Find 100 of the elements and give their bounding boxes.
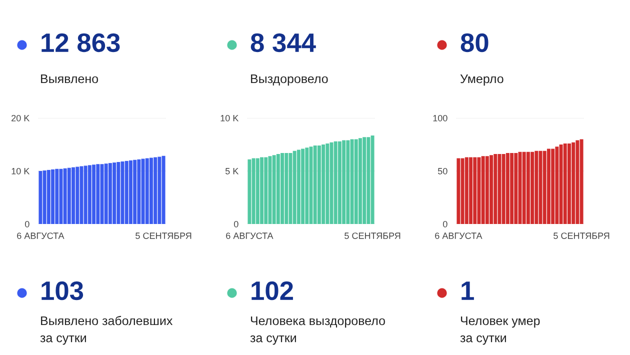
text: 102	[252, 281, 293, 300]
bar	[551, 148, 555, 224]
x-tick-label: 6 АВГУСТА	[17, 232, 64, 239]
bar	[366, 137, 370, 224]
bar	[84, 166, 88, 224]
bar	[350, 139, 354, 224]
bar	[522, 152, 526, 224]
bar	[370, 136, 374, 224]
bar	[494, 154, 498, 224]
bar	[538, 150, 542, 224]
bar	[498, 154, 502, 224]
bar	[502, 154, 506, 224]
bar	[301, 148, 305, 224]
bar	[506, 152, 510, 224]
bar	[108, 163, 112, 224]
y-tick-label: 0	[443, 220, 448, 228]
bar	[104, 164, 108, 224]
bar	[80, 166, 84, 224]
bar	[133, 160, 137, 224]
bar	[145, 158, 149, 224]
bar	[260, 157, 264, 224]
bar	[530, 152, 534, 224]
bar	[264, 157, 268, 224]
y-tick-label: 20 K	[12, 114, 30, 122]
bar	[313, 146, 317, 224]
y-tick-label: 5 K	[225, 168, 239, 174]
text: 103	[42, 281, 84, 300]
bar	[46, 170, 50, 224]
bar	[268, 156, 272, 224]
bar	[481, 156, 485, 224]
bar	[59, 168, 63, 224]
bar	[120, 161, 124, 224]
bar	[158, 156, 162, 224]
bar	[490, 155, 494, 224]
bar	[346, 140, 350, 224]
y-tick-label: 10 K	[12, 168, 30, 174]
bar	[555, 146, 559, 224]
bar	[55, 168, 59, 224]
bar	[580, 139, 584, 224]
bar	[276, 154, 280, 224]
chart-subtitle: Умерло	[460, 74, 504, 86]
y-tick-label: 100	[433, 114, 448, 122]
bar	[154, 157, 158, 224]
bar	[284, 152, 288, 224]
bar	[358, 138, 362, 224]
bar	[477, 157, 481, 224]
bar	[559, 144, 563, 224]
text: Человек умер за сутки	[460, 316, 540, 345]
bar	[296, 150, 300, 224]
bar	[162, 156, 166, 224]
bar	[456, 158, 460, 224]
bar	[326, 143, 330, 224]
bar	[542, 150, 546, 224]
bar	[137, 159, 141, 224]
bar	[330, 142, 334, 224]
chart-subtitle: Выявлено	[41, 74, 98, 84]
bar	[67, 168, 71, 224]
x-tick-label: 6 АВГУСТА	[435, 232, 482, 239]
bar	[563, 143, 567, 224]
bar	[576, 140, 580, 224]
bar	[248, 159, 252, 224]
bar	[124, 160, 128, 224]
text: Человека выздоровело за сутки	[250, 316, 385, 345]
text: 1	[462, 282, 474, 300]
y-tick-label: 0	[234, 220, 238, 228]
bar	[317, 146, 321, 224]
bar	[485, 156, 489, 224]
bar	[272, 155, 276, 224]
bar	[88, 165, 92, 224]
bar	[72, 167, 76, 224]
bar	[362, 137, 366, 224]
bar	[280, 152, 284, 224]
bar	[464, 157, 468, 224]
chart-subtitle: Выздоровело	[251, 74, 328, 86]
bar	[292, 150, 296, 224]
x-tick-label: 5 СЕНТЯБРЯ	[554, 232, 610, 239]
text: Выявлено заболевших за сутки	[40, 316, 173, 345]
y-tick-label: 10 K	[220, 114, 239, 122]
bar	[128, 160, 132, 224]
bar	[526, 152, 530, 224]
bar	[342, 140, 346, 224]
bar	[63, 168, 67, 224]
bar	[354, 139, 358, 224]
bar	[42, 170, 46, 224]
bar	[567, 143, 571, 224]
bar	[252, 158, 256, 224]
bar	[514, 152, 518, 224]
bar	[96, 164, 100, 224]
bar	[460, 158, 464, 224]
bar	[38, 171, 42, 224]
bar	[141, 158, 145, 224]
bar	[473, 157, 477, 224]
y-tick-label: 50	[438, 168, 448, 174]
bar	[334, 141, 338, 224]
x-tick-label: 5 СЕНТЯБРЯ	[344, 232, 400, 239]
bar	[572, 142, 576, 224]
chart-title: 12 863	[42, 33, 120, 52]
bar	[92, 164, 96, 224]
chart-title: 8 344	[250, 33, 316, 52]
y-tick-label: 0	[25, 220, 30, 228]
